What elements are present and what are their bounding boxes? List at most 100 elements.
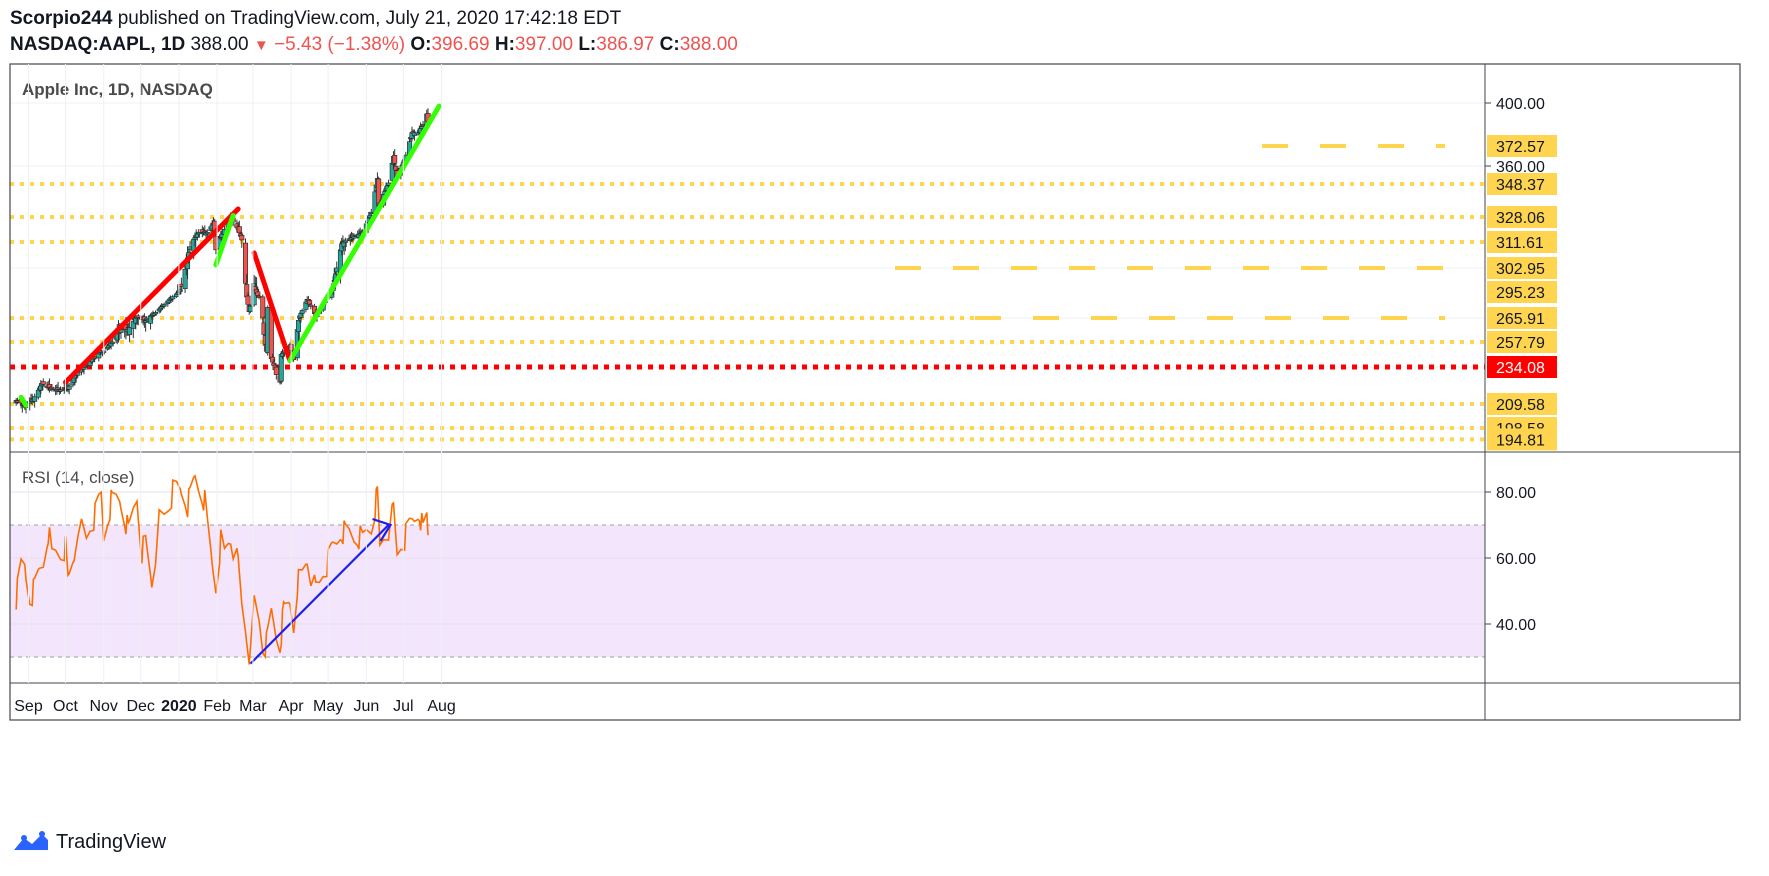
candle[interactable] (239, 234, 245, 241)
ohlc-line: NASDAQ:AAPL, 1D 388.00 ▼ −5.43 (−1.38%) … (10, 32, 1750, 59)
publisher-name[interactable]: Scorpio244 (10, 8, 113, 29)
candle[interactable] (299, 310, 305, 314)
candle[interactable] (307, 300, 313, 305)
candle[interactable] (161, 304, 167, 307)
price-level-label: 348.37 (1496, 177, 1545, 194)
candle[interactable] (32, 396, 38, 402)
chart-canvas[interactable]: Apple Inc, 1D, NASDAQ RSI (14, close) Se… (0, 0, 1769, 820)
high-value: 397.00 (514, 34, 574, 55)
published-text: published on TradingView.com, July 21, 2… (117, 8, 622, 29)
candle[interactable] (351, 236, 357, 239)
low-value: 386.97 (596, 34, 655, 55)
candle[interactable] (342, 240, 348, 243)
price-level-tag[interactable] (1487, 173, 1557, 195)
x-tick-label: Jul (393, 698, 413, 715)
candle[interactable] (245, 295, 251, 305)
candle[interactable] (66, 385, 72, 390)
rsi-tick-label: 40.00 (1496, 617, 1536, 634)
price-level-tag[interactable] (1487, 356, 1557, 378)
publish-line: Scorpio244 published on TradingView.com,… (10, 6, 1750, 32)
tradingview-logo-icon[interactable] (12, 830, 50, 854)
x-tick-label: Mar (239, 698, 267, 715)
candle[interactable] (135, 315, 141, 318)
rsi-line[interactable] (15, 474, 429, 665)
price-level-tag[interactable] (1487, 206, 1557, 228)
candle[interactable] (196, 231, 202, 235)
red-trendline[interactable] (251, 250, 293, 364)
x-tick-label: Aug (427, 698, 455, 715)
price-level-tag[interactable] (1487, 231, 1557, 253)
low-label: L: (578, 34, 597, 55)
candle[interactable] (247, 305, 253, 313)
red-trendline[interactable] (62, 206, 241, 385)
x-tick-label: May (313, 698, 343, 715)
price-change: −5.43 (−1.38%) (274, 34, 406, 55)
price-level-tag[interactable] (1487, 307, 1557, 329)
candle[interactable] (273, 366, 279, 375)
rsi-pane[interactable]: RSI (14, close) (10, 468, 1485, 665)
symbol-label[interactable]: NASDAQ:AAPL, 1D (10, 34, 186, 55)
down-arrow-icon: ▼ (253, 37, 269, 54)
green-trendline[interactable] (18, 394, 29, 408)
candle[interactable] (243, 242, 249, 284)
open-value: 396.69 (431, 34, 490, 55)
candle[interactable] (260, 296, 266, 319)
footer-brand[interactable]: TradingView (56, 830, 167, 853)
x-tick-label: Nov (89, 698, 117, 715)
axis-pane: Sep Oct Nov Dec 2020 Feb Mar Apr May Jun Jul Aug 400… (9, 63, 1741, 721)
price-level-tag[interactable] (1487, 331, 1557, 353)
rsi-band (10, 525, 1485, 657)
close-label: C: (659, 34, 680, 55)
candle[interactable] (152, 312, 158, 315)
price-level-label: 234.08 (1496, 360, 1545, 377)
candle[interactable] (177, 289, 183, 292)
candle[interactable] (204, 231, 210, 235)
x-tick-label: 2020 (161, 698, 197, 715)
x-tick-label: Feb (203, 698, 231, 715)
price-level-label: 311.61 (1496, 235, 1544, 252)
candle[interactable] (58, 389, 64, 392)
price-level-label: 265.91 (1496, 311, 1545, 328)
price-pane-title: Apple Inc, 1D, NASDAQ (22, 80, 213, 99)
arrow-head-icon (372, 517, 393, 542)
candle[interactable] (308, 304, 314, 307)
candle[interactable] (49, 386, 55, 390)
green-trendline[interactable] (287, 103, 442, 364)
candle[interactable] (170, 296, 176, 300)
price-pane[interactable]: Apple Inc, 1D, NASDAQ (10, 80, 1485, 442)
price-level-label: 194.81 (1496, 432, 1545, 449)
candle[interactable] (143, 320, 149, 323)
candle[interactable] (270, 356, 276, 363)
rsi-tick-label: 80.00 (1496, 485, 1536, 502)
x-tick-label: Sep (14, 698, 43, 715)
price-level-label: 257.79 (1496, 335, 1545, 352)
candle[interactable] (40, 381, 46, 385)
x-tick-label: Dec (126, 698, 154, 715)
footer: TradingView (12, 830, 166, 854)
candle[interactable] (296, 320, 302, 332)
x-tick-label: Apr (279, 698, 305, 715)
candle[interactable] (236, 226, 242, 234)
close-value: 388.00 (679, 34, 738, 55)
y-tick-label: 400.00 (1496, 96, 1545, 113)
price-level-tag[interactable] (1487, 257, 1557, 279)
candle[interactable] (255, 291, 261, 296)
price-level-tag[interactable] (1487, 428, 1557, 451)
x-tick-label: Jun (353, 698, 379, 715)
candle[interactable] (127, 327, 133, 336)
green-trendline[interactable] (213, 212, 236, 268)
rsi-trendline[interactable] (249, 524, 390, 665)
price-level-tag[interactable] (1487, 135, 1557, 157)
price-level-label: 209.58 (1496, 397, 1545, 414)
price-level-label: 295.23 (1496, 285, 1545, 302)
x-tick-label: Oct (53, 698, 78, 715)
price-level-tag[interactable] (1487, 281, 1557, 303)
candle[interactable] (393, 165, 399, 171)
candle[interactable] (109, 341, 115, 344)
price-level-tag[interactable] (1487, 393, 1557, 415)
price-level-label: 372.57 (1496, 139, 1545, 156)
rsi-pane-title: RSI (14, close) (22, 468, 134, 487)
last-price: 388.00 (190, 34, 249, 55)
candle[interactable] (392, 155, 398, 164)
y-tick-label: 360.00 (1496, 159, 1545, 176)
